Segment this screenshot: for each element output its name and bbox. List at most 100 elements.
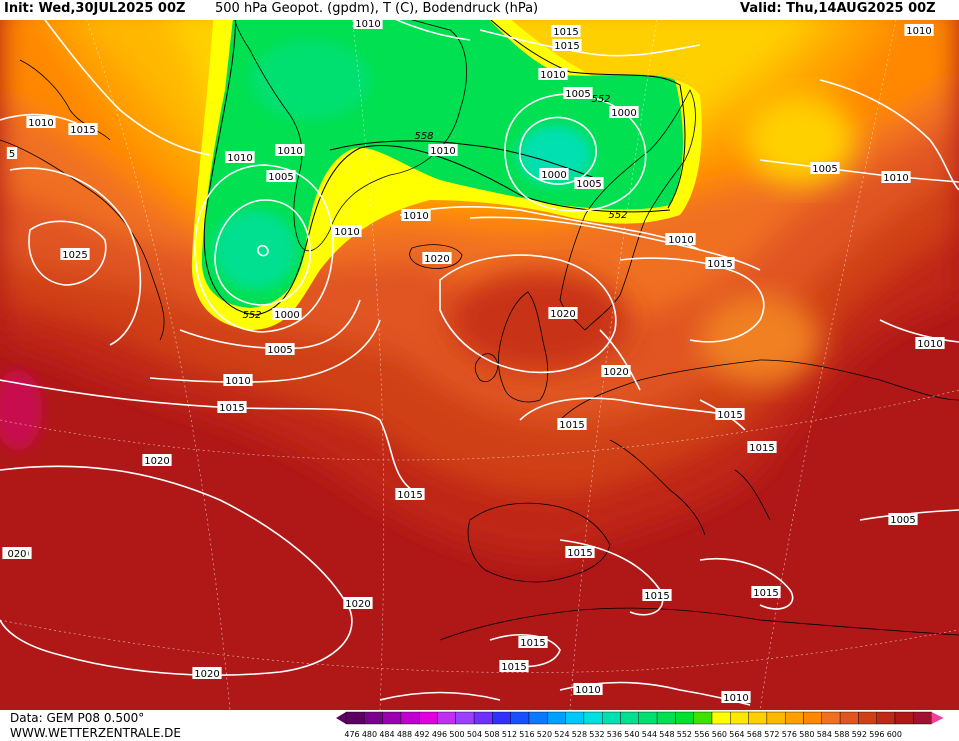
coastlines bbox=[0, 8, 959, 641]
map-title: 500 hPa Geopot. (gpdm), T (C), Bodendruc… bbox=[215, 1, 539, 16]
isobar-label: 5 bbox=[6, 147, 18, 160]
cold-core-north bbox=[250, 40, 370, 120]
scale-swatch bbox=[419, 711, 438, 725]
scale-tick-label: 504 bbox=[467, 730, 482, 739]
isobar-label-text: 1005 bbox=[812, 164, 837, 175]
isobar-label-text: 1020 bbox=[194, 669, 219, 680]
isobar-label-text: 1010 bbox=[355, 19, 380, 30]
scale-swatch bbox=[583, 711, 603, 725]
isobar-label-text: 1010 bbox=[227, 153, 252, 164]
scale-tick-label: 536 bbox=[607, 730, 622, 739]
isobar-label-text: 1020 bbox=[603, 367, 628, 378]
isobar-label-text: 1000 bbox=[611, 108, 636, 119]
isobar-label: 1010 bbox=[223, 374, 253, 387]
isobar-label-text: 1010 bbox=[668, 235, 693, 246]
isobar-label: 1000 bbox=[539, 168, 569, 181]
scale-tick-label: 592 bbox=[852, 730, 867, 739]
geopotential-label: 552 bbox=[608, 210, 627, 221]
isobar-label-text: 1020 bbox=[144, 456, 169, 467]
scale-tick-label: 568 bbox=[747, 730, 762, 739]
isobar-label-text: 1015 bbox=[520, 638, 545, 649]
isobar-label-text: 1015 bbox=[707, 259, 732, 270]
scale-tick-label: 556 bbox=[694, 730, 709, 739]
scale-swatch bbox=[785, 711, 804, 725]
scale-swatch bbox=[620, 711, 639, 725]
geopotential-label: 552 bbox=[591, 94, 610, 105]
scale-left-arrow bbox=[336, 712, 346, 724]
isobars bbox=[0, 0, 959, 706]
isobar-label-text: 1010 bbox=[430, 146, 455, 157]
isobar-label-text: 1015 bbox=[70, 125, 95, 136]
scale-swatch bbox=[913, 711, 932, 725]
isobar-label: 1025 bbox=[60, 248, 90, 261]
isobar-label: 1010 bbox=[904, 24, 934, 37]
isobar-label-text: 020 bbox=[7, 549, 26, 560]
isobar-label: 1005 bbox=[888, 513, 918, 526]
scale-swatch bbox=[382, 711, 402, 725]
isobar-label: 1015 bbox=[68, 123, 98, 136]
scale-tick-label: 588 bbox=[834, 730, 849, 739]
scale-tick-label: 600 bbox=[887, 730, 902, 739]
isobar-label: 1005 bbox=[265, 343, 295, 356]
isobar-label-text: 1015 bbox=[717, 410, 742, 421]
init-time: Init: Wed,30JUL2025 00Z bbox=[4, 1, 186, 16]
isobar-label: 1010 bbox=[721, 691, 751, 704]
geopotential-label: 552 bbox=[242, 310, 261, 321]
scale-swatch bbox=[510, 711, 530, 725]
scale-swatch bbox=[876, 711, 896, 725]
scale-swatch bbox=[437, 711, 456, 725]
scale-tick-label: 500 bbox=[449, 730, 464, 739]
scale-tick-label: 584 bbox=[817, 730, 832, 739]
scale-tick-label: 528 bbox=[572, 730, 587, 739]
isobar-label-text: 1010 bbox=[225, 376, 250, 387]
isobar-label-text: 1015 bbox=[559, 420, 584, 431]
header-bar: Init: Wed,30JUL2025 00Z 500 hPa Geopot. … bbox=[0, 0, 959, 20]
scale-swatch bbox=[364, 711, 383, 725]
scale-tick-label: 484 bbox=[379, 730, 394, 739]
cold-core-west bbox=[213, 210, 297, 290]
isobar-label-text: 1020 bbox=[424, 254, 449, 265]
isobar-label: 1015 bbox=[705, 257, 735, 270]
isobar-label: 1015 bbox=[499, 660, 529, 673]
isobar-label-text: 1000 bbox=[274, 310, 299, 321]
isobar-label-text: 1010 bbox=[334, 227, 359, 238]
isobar-label: 1010 bbox=[573, 683, 603, 696]
isobar-label: 1015 bbox=[557, 418, 587, 431]
scale-swatch bbox=[821, 711, 841, 725]
scale-tick-label: 596 bbox=[869, 730, 884, 739]
isobar-label: 1015 bbox=[751, 586, 781, 599]
isobar-label: 1010 bbox=[401, 209, 431, 222]
isobar-label: 1010 bbox=[225, 151, 255, 164]
scale-tick-label: 512 bbox=[502, 730, 517, 739]
isobar-label: 1010 bbox=[666, 233, 696, 246]
graticule bbox=[0, 0, 959, 710]
color-scale: 476 480 484 488 492 496 500 504 508 512 516 520 524 5… bbox=[336, 711, 944, 739]
isobar-label: 1020 bbox=[142, 454, 172, 467]
isobar-label-text: 1020 bbox=[345, 599, 370, 610]
scale-right-arrow bbox=[931, 712, 944, 724]
isobar-label-text: 5 bbox=[9, 149, 15, 160]
isobar-label-text: 1015 bbox=[397, 490, 422, 501]
scale-swatch bbox=[748, 711, 768, 725]
isobar-label-text: 1020 bbox=[550, 309, 575, 320]
isobar-label: 1015 bbox=[395, 488, 425, 501]
scale-tick-label: 516 bbox=[519, 730, 534, 739]
scale-swatch bbox=[492, 711, 511, 725]
isobar-label-text: 1025 bbox=[62, 250, 87, 261]
scale-swatch bbox=[547, 711, 566, 725]
scale-tick-label: 572 bbox=[764, 730, 779, 739]
scale-swatch bbox=[675, 711, 694, 725]
isobar-label: 1005 bbox=[563, 87, 593, 100]
scale-tick-label: 480 bbox=[362, 730, 377, 739]
isobar-label-text: 1005 bbox=[890, 515, 915, 526]
scale-tick-label: 524 bbox=[554, 730, 569, 739]
isobar-label: 1010 bbox=[275, 144, 305, 157]
scale-tick-label: 540 bbox=[624, 730, 639, 739]
isobar-label: 1015 bbox=[518, 636, 548, 649]
isobar-label-text: 1010 bbox=[540, 70, 565, 81]
isobar-label: 1015 bbox=[217, 401, 247, 414]
isobar-label: 1000 bbox=[609, 106, 639, 119]
isobar-label: 1020 bbox=[601, 365, 631, 378]
isobar-label-text: 1000 bbox=[541, 170, 566, 181]
isobar-label-text: 1010 bbox=[917, 339, 942, 350]
